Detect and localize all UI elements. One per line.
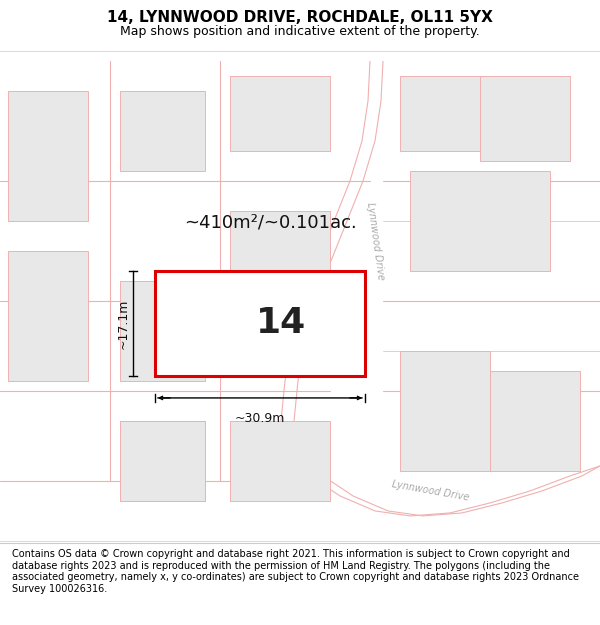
Text: Contains OS data © Crown copyright and database right 2021. This information is : Contains OS data © Crown copyright and d…: [12, 549, 579, 594]
Text: Map shows position and indicative extent of the property.: Map shows position and indicative extent…: [120, 26, 480, 39]
Text: 14, LYNNWOOD DRIVE, ROCHDALE, OL11 5YX: 14, LYNNWOOD DRIVE, ROCHDALE, OL11 5YX: [107, 10, 493, 25]
Bar: [230, 76, 330, 151]
Text: 14: 14: [256, 306, 306, 341]
Bar: [8, 251, 88, 381]
Bar: [120, 421, 205, 501]
Bar: [400, 76, 490, 151]
Text: Lynnwood Drive: Lynnwood Drive: [365, 201, 385, 281]
Bar: [400, 351, 490, 471]
Bar: [120, 91, 205, 171]
Text: Lynnwood Drive: Lynnwood Drive: [391, 479, 469, 502]
Bar: [490, 371, 580, 471]
Bar: [230, 211, 330, 331]
Text: ~17.1m: ~17.1m: [116, 298, 130, 349]
Bar: [155, 271, 365, 376]
Text: ~30.9m: ~30.9m: [235, 412, 285, 425]
Bar: [120, 421, 205, 501]
Bar: [480, 76, 570, 161]
Bar: [8, 91, 88, 221]
Text: ~410m²/~0.101ac.: ~410m²/~0.101ac.: [184, 214, 357, 232]
Bar: [410, 171, 550, 271]
Bar: [230, 421, 330, 501]
Bar: [120, 281, 205, 381]
